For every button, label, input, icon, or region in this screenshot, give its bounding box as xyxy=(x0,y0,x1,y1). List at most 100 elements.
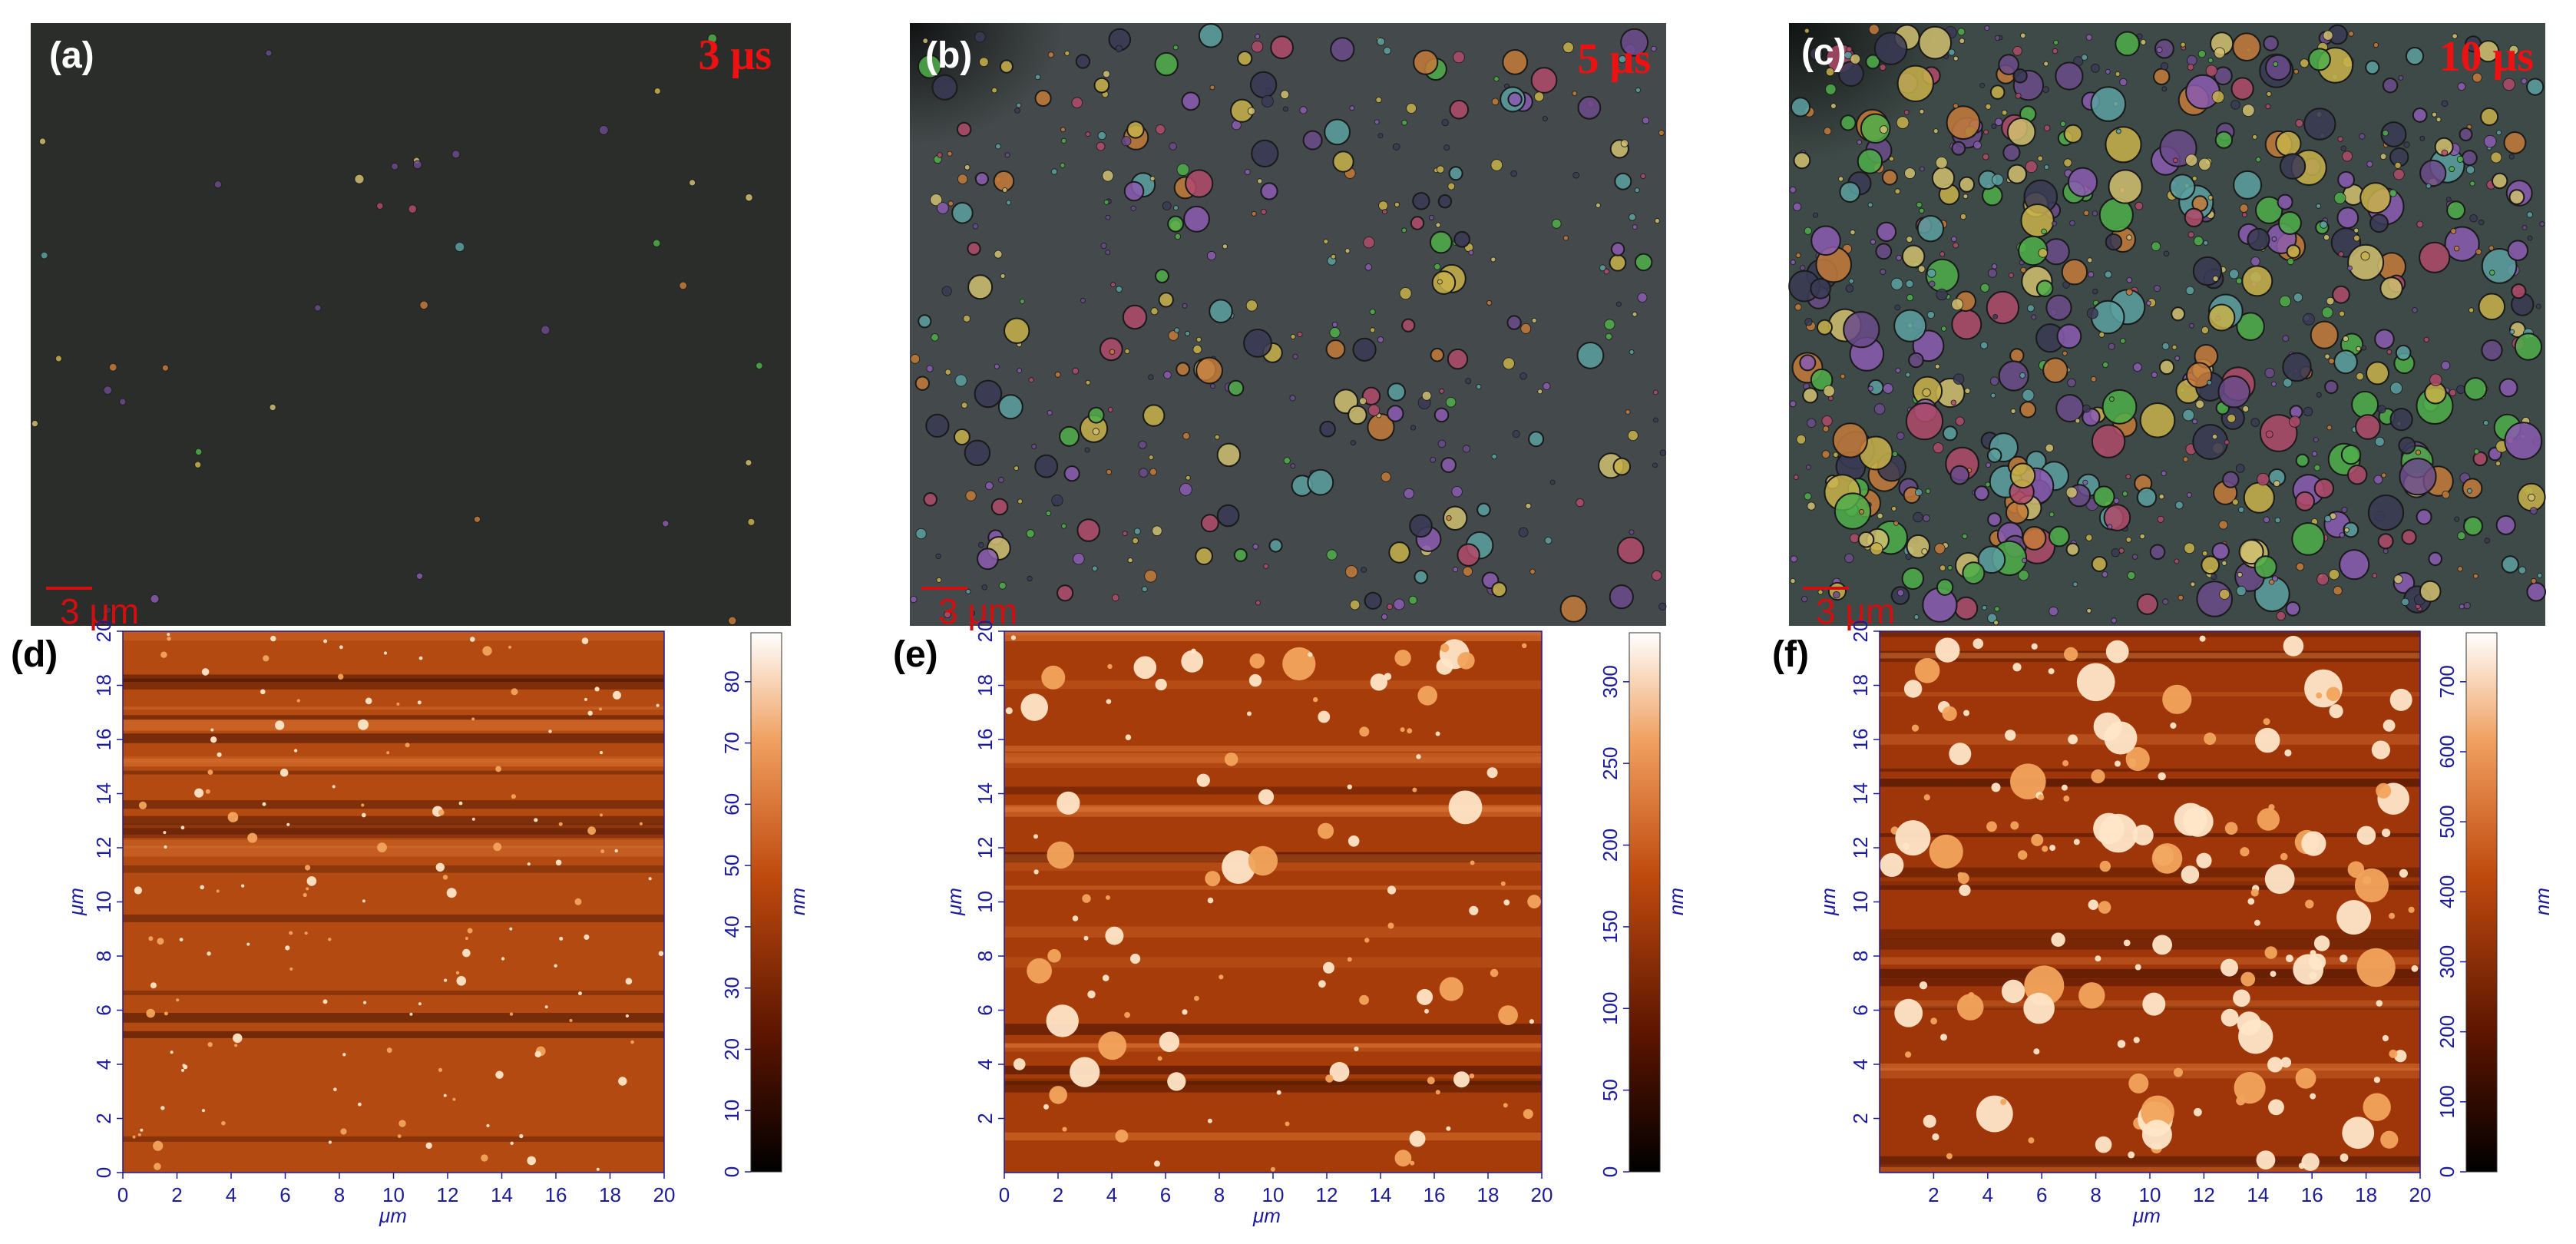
particle xyxy=(2389,382,2402,395)
particle xyxy=(1085,131,1091,137)
particle xyxy=(2192,424,2229,460)
afm-particle xyxy=(1436,657,1453,675)
afm-particle xyxy=(2098,901,2111,914)
afm-particle xyxy=(1359,994,1369,1005)
y-tick-label: 10 xyxy=(1849,891,1872,913)
afm-particle xyxy=(581,637,589,644)
particle xyxy=(1176,163,1190,177)
x-tick-label: 20 xyxy=(2409,1183,2432,1206)
afm-streak xyxy=(1880,692,2420,696)
afm-particle xyxy=(1313,696,1318,703)
particle xyxy=(1542,116,1548,122)
particle xyxy=(2085,34,2093,41)
afm-particle xyxy=(2280,852,2288,861)
particle xyxy=(2374,329,2395,349)
particle xyxy=(1004,317,1030,344)
particle xyxy=(2277,194,2293,210)
afm-particle xyxy=(1986,821,1997,832)
particle xyxy=(1092,565,1098,572)
particle xyxy=(1635,87,1641,93)
particle xyxy=(1834,492,1872,530)
afm-particle xyxy=(527,1156,536,1166)
afm-particle xyxy=(386,751,390,755)
particle xyxy=(2449,389,2457,397)
afm-particle xyxy=(227,812,239,822)
particle xyxy=(1393,598,1405,610)
particle xyxy=(1332,151,1354,173)
particle xyxy=(40,251,48,260)
x-tick-label: 16 xyxy=(2301,1183,2323,1206)
afm-particle xyxy=(527,862,531,866)
particle xyxy=(1870,542,1883,556)
afm-particle xyxy=(1457,652,1475,670)
particle xyxy=(2347,465,2368,485)
particle xyxy=(2263,35,2279,51)
afm-streak xyxy=(1880,768,2420,772)
afm-streak xyxy=(1880,881,2420,885)
particle xyxy=(2287,257,2294,266)
particle xyxy=(1152,525,1162,537)
particle xyxy=(2056,323,2082,349)
particle xyxy=(1017,368,1023,374)
particle xyxy=(1105,214,1111,220)
particle xyxy=(1244,169,1251,175)
afm-particle xyxy=(210,728,214,732)
particle xyxy=(2332,285,2350,304)
particle xyxy=(1830,103,1837,109)
afm-particle xyxy=(584,934,590,940)
afm-streak xyxy=(1004,1024,1542,1035)
particle xyxy=(1448,166,1463,181)
particle xyxy=(2502,78,2515,91)
afm-streak xyxy=(123,720,664,731)
particle xyxy=(2452,33,2458,39)
particle xyxy=(2270,381,2277,387)
particle xyxy=(2232,32,2261,61)
particle xyxy=(1014,108,1020,114)
colorbar-tick-label: 300 xyxy=(2435,945,2459,978)
particle xyxy=(1087,406,1105,424)
particle xyxy=(2269,579,2275,585)
particle xyxy=(1917,265,1926,273)
afm-streak xyxy=(1004,753,1542,763)
y-tick-label: 8 xyxy=(92,951,115,961)
time-label-a: 3 μs xyxy=(698,31,772,79)
particle xyxy=(2087,257,2093,263)
y-tick-label: 16 xyxy=(974,729,997,751)
afm-streak xyxy=(123,845,664,857)
colorbar-tick-label: 10 xyxy=(720,1100,743,1122)
particle xyxy=(2462,478,2483,499)
afm-particle xyxy=(2128,1151,2135,1159)
particle xyxy=(1870,239,1876,245)
afm-particle xyxy=(2123,939,2131,947)
afm-particle xyxy=(493,842,502,852)
particle xyxy=(2351,390,2379,419)
afm-streak xyxy=(123,1031,664,1038)
particle xyxy=(2412,307,2418,313)
afm-streak xyxy=(1880,653,2420,659)
afm-particle xyxy=(2326,687,2341,701)
particle xyxy=(2488,245,2495,251)
afm-particle xyxy=(194,788,204,798)
particle xyxy=(2360,251,2370,261)
particle xyxy=(1377,37,1385,46)
particle xyxy=(2205,65,2217,77)
particle xyxy=(2254,555,2277,579)
particle xyxy=(194,461,202,468)
particle xyxy=(2025,160,2038,174)
particle xyxy=(1953,55,1959,61)
particle xyxy=(2174,558,2180,564)
particle xyxy=(2105,233,2123,251)
particle xyxy=(923,492,937,507)
particle xyxy=(1344,248,1351,254)
particle xyxy=(2242,405,2250,412)
afm-particle xyxy=(201,668,210,676)
afm-particle xyxy=(1248,673,1262,687)
particle xyxy=(964,439,991,466)
afm-particle xyxy=(2064,647,2078,662)
afm-particle xyxy=(2141,1120,2172,1150)
particle xyxy=(1209,299,1233,324)
x-tick-label: 16 xyxy=(1424,1183,1446,1206)
particle xyxy=(1906,293,1914,302)
particle xyxy=(2183,456,2189,462)
particle xyxy=(2237,506,2244,513)
